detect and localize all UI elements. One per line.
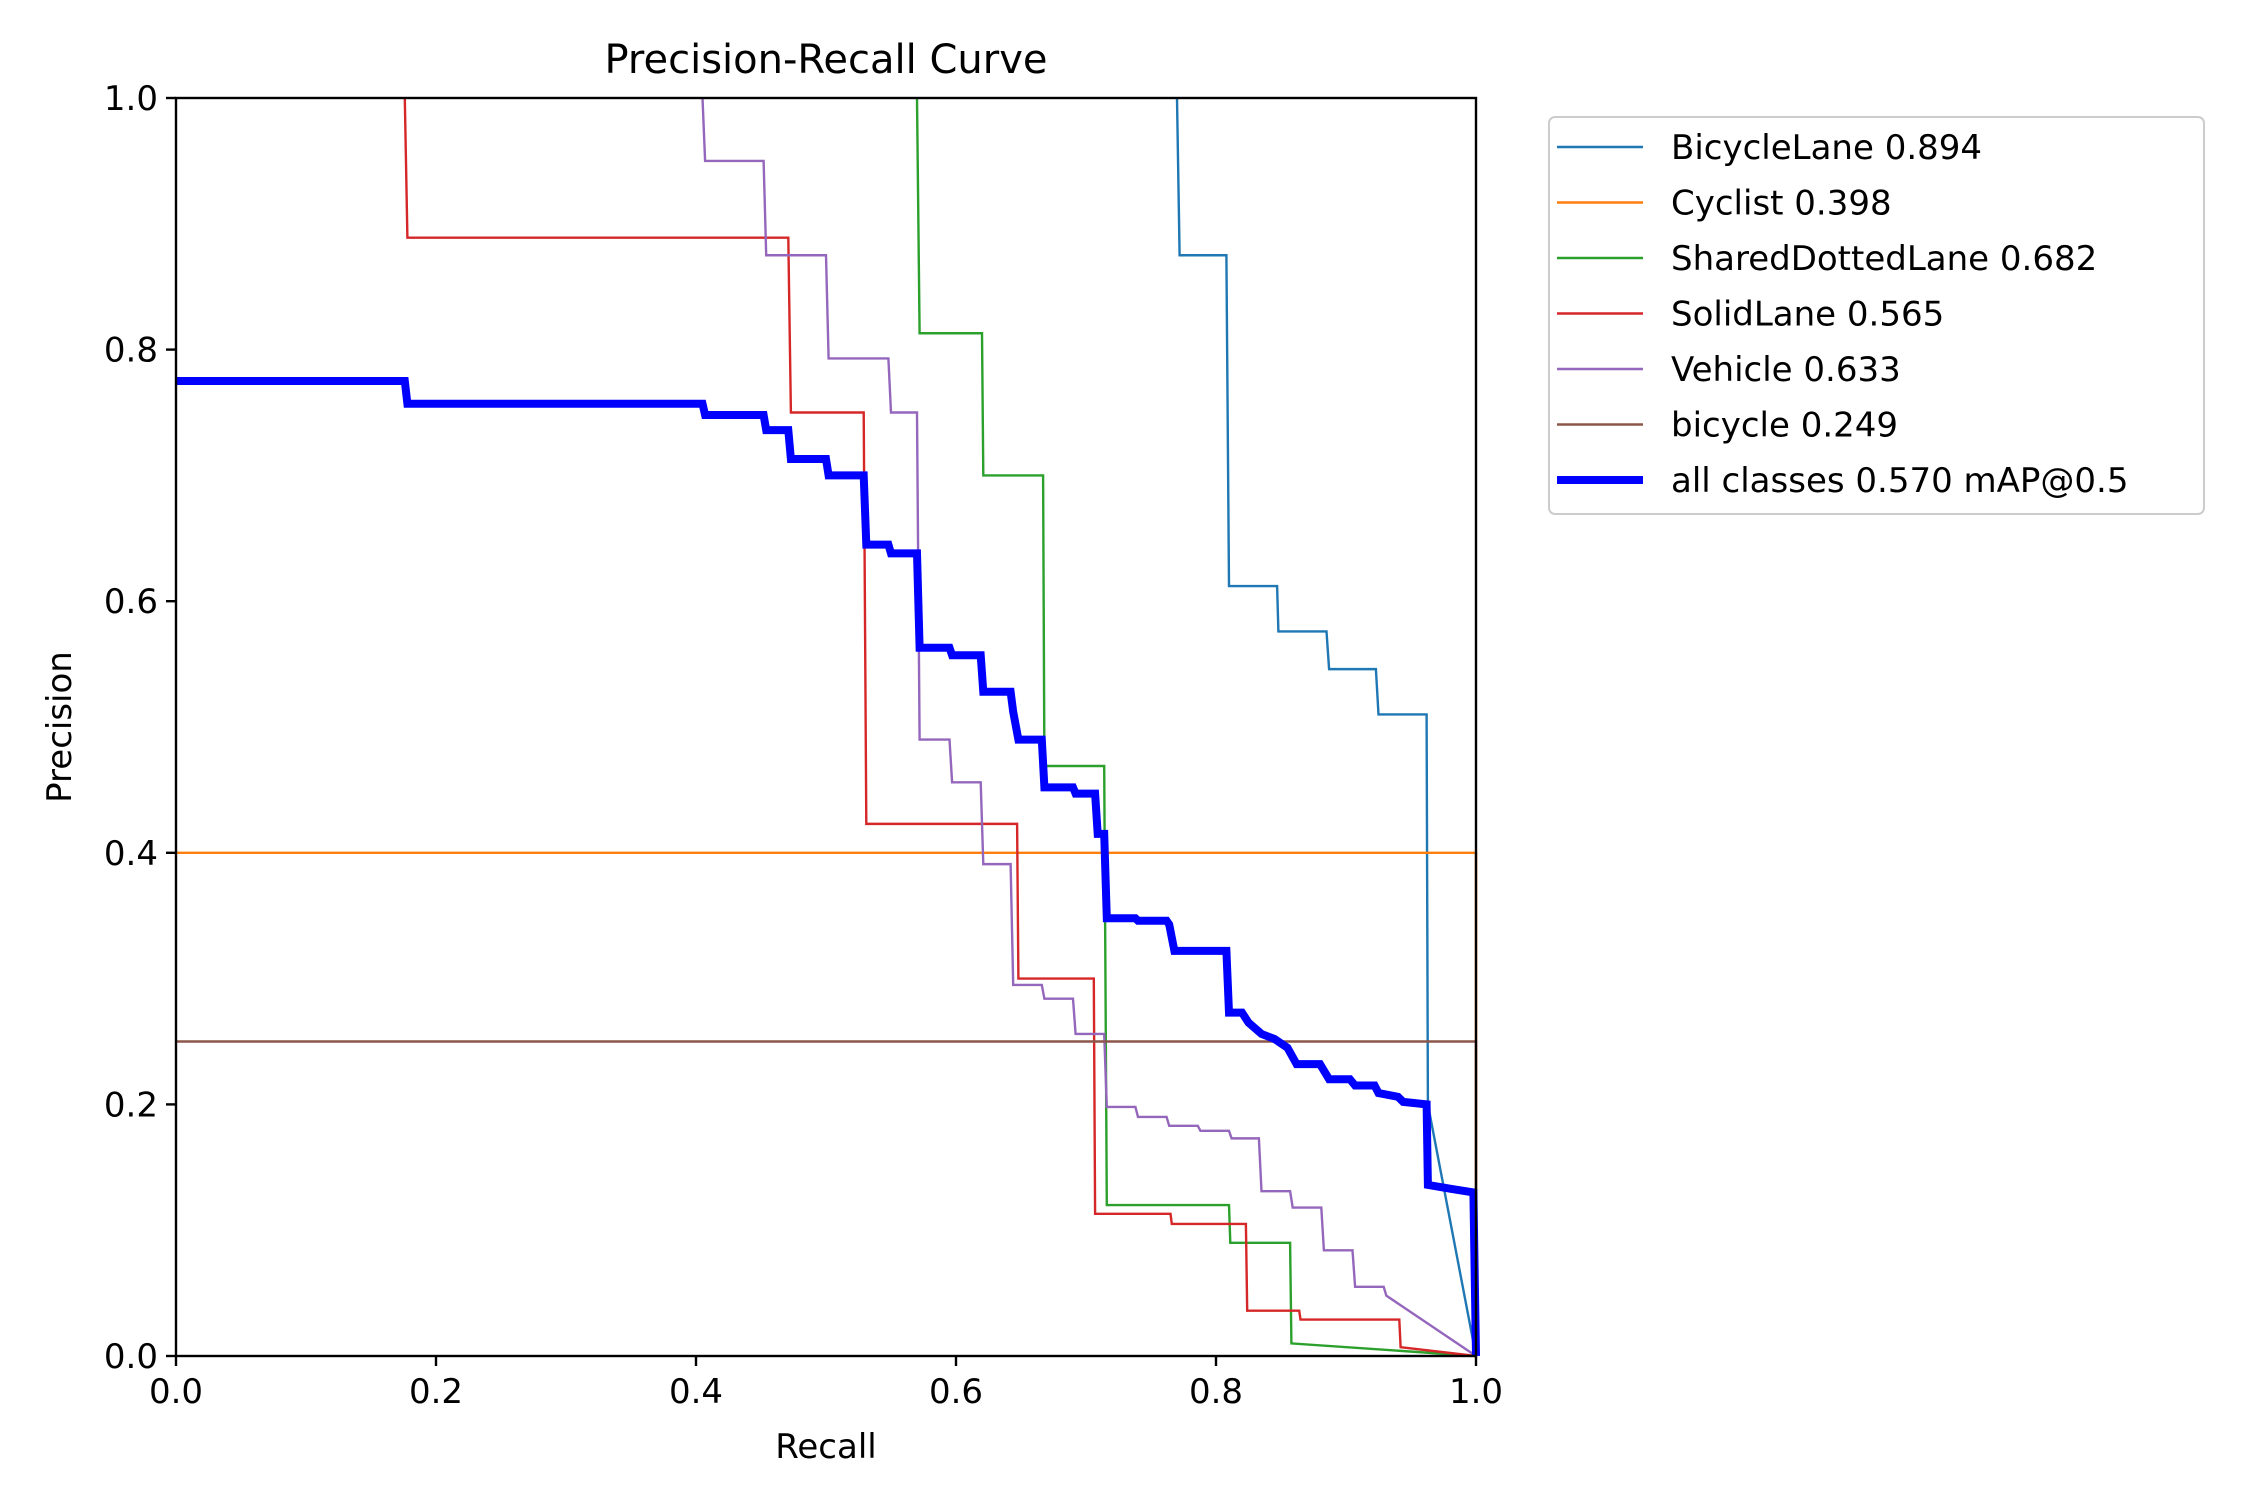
y-tick-label: 1.0	[104, 79, 158, 119]
x-axis-label: Recall	[775, 1427, 876, 1467]
legend-entry-label: Vehicle 0.633	[1671, 350, 1901, 390]
x-tick-label: 0.6	[929, 1372, 983, 1412]
x-tick-label: 0.8	[1189, 1372, 1243, 1412]
legend-frame	[1548, 116, 2205, 515]
y-tick-label: 0.6	[104, 582, 158, 622]
y-axis-label: Precision	[40, 651, 80, 803]
legend-entry-label: all classes 0.570 mAP@0.5	[1671, 461, 2128, 501]
legend-entry-label: BicycleLane 0.894	[1671, 128, 1982, 168]
y-tick-label: 0.4	[104, 834, 158, 874]
y-axis: 0.0 0.2 0.4 0.6 0.8 1.0	[104, 79, 176, 1377]
series-line-4	[701, 97, 1477, 1357]
series-line-3	[403, 97, 1477, 1358]
x-tick-label: 0.4	[669, 1372, 723, 1412]
series-line-5	[176, 1040, 1478, 1356]
legend-entry-label: bicycle 0.249	[1671, 406, 1898, 446]
legend-entry-label: SharedDottedLane 0.682	[1671, 239, 2097, 279]
plot-frame	[174, 96, 1478, 1358]
legend-entry-label: SolidLane 0.565	[1671, 295, 1944, 335]
y-tick-label: 0.2	[104, 1085, 158, 1125]
x-tick-label: 1.0	[1449, 1372, 1503, 1412]
chart-title: Precision-Recall Curve	[605, 37, 1048, 83]
x-axis: 0.0 0.2 0.4 0.6 0.8 1.0	[149, 1356, 1503, 1412]
series-line-1	[176, 851, 1478, 1356]
series-layer	[176, 97, 1480, 1358]
legend-entry-label: Cyclist 0.398	[1671, 184, 1892, 224]
y-tick-label: 0.8	[104, 331, 158, 371]
x-tick-label: 0.2	[409, 1372, 463, 1412]
y-tick-label: 0.0	[104, 1337, 158, 1377]
legend: BicycleLane 0.894 Cyclist 0.398 SharedDott…	[1548, 116, 2205, 515]
series-line-2	[915, 97, 1477, 1358]
series-line-6	[176, 377, 1480, 1357]
x-tick-label: 0.0	[149, 1372, 203, 1412]
series-line-0	[1175, 97, 1478, 1357]
